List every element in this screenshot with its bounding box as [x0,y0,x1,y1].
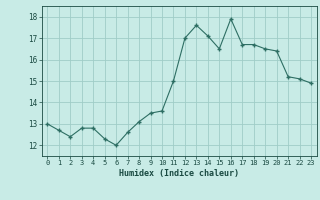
X-axis label: Humidex (Indice chaleur): Humidex (Indice chaleur) [119,169,239,178]
